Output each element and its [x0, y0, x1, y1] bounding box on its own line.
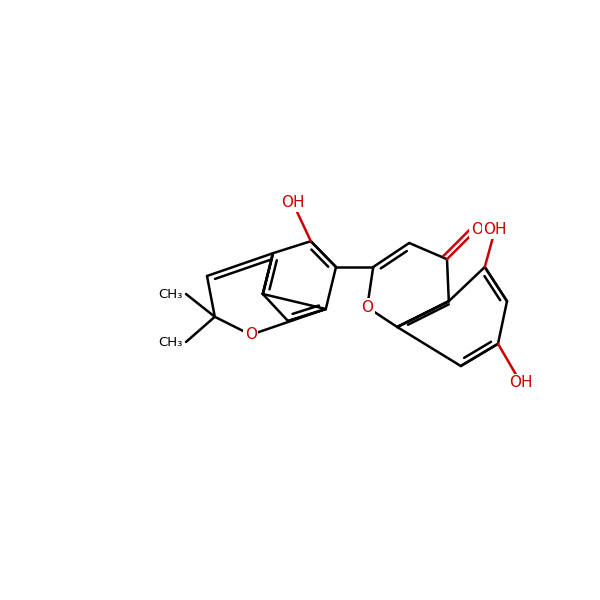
Text: OH: OH [509, 376, 533, 390]
Text: O: O [361, 299, 373, 314]
Text: CH₃: CH₃ [158, 287, 183, 301]
Text: CH₃: CH₃ [158, 335, 183, 349]
Text: O: O [245, 328, 257, 342]
Text: O: O [471, 222, 483, 237]
Text: OH: OH [483, 222, 507, 237]
Text: OH: OH [281, 196, 305, 210]
